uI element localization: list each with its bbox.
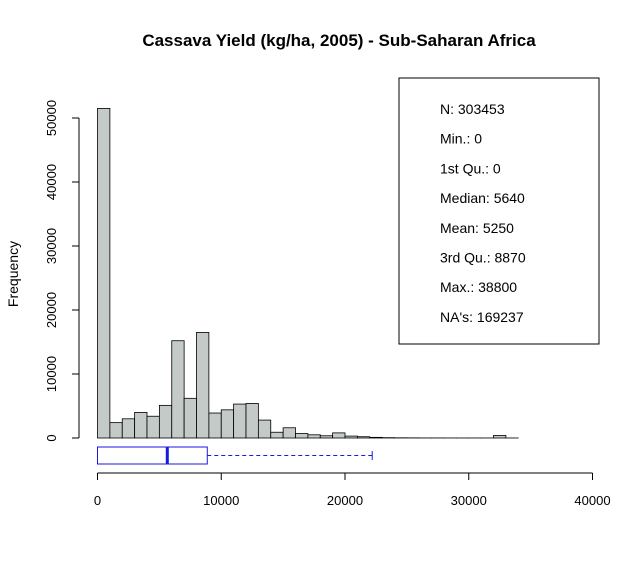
stats-value: 0 <box>493 160 501 176</box>
x-tick-label: 30000 <box>451 493 487 508</box>
histogram-bar <box>158 404 173 439</box>
histogram-bars <box>97 108 519 439</box>
stats-value: 38800 <box>478 279 517 295</box>
y-axis: 0 10000 20000 30000 40000 50000 <box>44 100 80 442</box>
histogram-bar <box>134 411 148 439</box>
x-tick-label: 40000 <box>574 493 610 508</box>
histogram-bar <box>183 397 197 439</box>
stats-label: N: <box>440 101 458 117</box>
stats-value: 5250 <box>483 220 514 236</box>
stats-label: Mean: <box>440 220 483 236</box>
boxplot <box>97 446 373 465</box>
stats-row: 1st Qu.: 0 <box>440 160 501 176</box>
y-tick-label: 0 <box>44 434 59 441</box>
stats-label: Max.: <box>440 279 478 295</box>
x-axis: 0 10000 20000 30000 40000 <box>94 472 611 508</box>
histogram-bar <box>171 340 185 439</box>
y-tick-label: 40000 <box>44 164 59 200</box>
histogram-bar <box>369 436 383 439</box>
histogram-bar <box>344 435 358 439</box>
histogram-bar <box>196 331 210 439</box>
histogram-bar <box>270 431 284 439</box>
histogram-bar <box>109 422 123 439</box>
y-tick-label: 10000 <box>44 356 59 392</box>
stats-value: 169237 <box>477 309 524 325</box>
stats-value: 303453 <box>458 101 505 117</box>
stats-row: Mean: 5250 <box>440 220 514 236</box>
histogram-bar <box>356 436 371 439</box>
stats-label: 3rd Qu.: <box>440 250 494 266</box>
stats-label: 1st Qu.: <box>440 160 493 176</box>
x-tick-label: 10000 <box>203 493 239 508</box>
stats-value: 5640 <box>494 190 525 206</box>
y-tick-label: 50000 <box>44 100 59 136</box>
stats-row: N: 303453 <box>440 101 505 117</box>
stats-row: Min.: 0 <box>440 131 482 147</box>
histogram-bar <box>295 433 309 439</box>
y-tick-label: 20000 <box>44 292 59 328</box>
stats-legend-box <box>398 77 600 345</box>
histogram-bar <box>233 403 247 439</box>
stats-value: 0 <box>474 131 482 147</box>
histogram-bar <box>282 427 296 439</box>
stats-row: 3rd Qu.: 8870 <box>440 250 526 266</box>
stats-value: 8870 <box>494 250 525 266</box>
histogram-bar <box>245 403 259 439</box>
stats-row: Max.: 38800 <box>440 279 517 295</box>
stats-row: NA's: 169237 <box>440 309 524 325</box>
stats-label: Min.: <box>440 131 474 147</box>
histogram-bar <box>257 419 272 439</box>
boxplot-box <box>97 446 208 465</box>
y-tick-label: 30000 <box>44 228 59 264</box>
y-axis-label: Frequency <box>5 241 21 307</box>
stats-label: Median: <box>440 190 494 206</box>
histogram-bar <box>493 435 507 439</box>
histogram-bar <box>208 412 222 439</box>
histogram-bar <box>146 415 160 439</box>
chart-title: Cassava Yield (kg/ha, 2005) - Sub-Sahara… <box>142 31 536 50</box>
histogram-bar <box>97 108 111 439</box>
histogram-bar <box>332 432 346 439</box>
stats-row: Median: 5640 <box>440 190 525 206</box>
stats-label: NA's: <box>440 309 477 325</box>
histogram-bar <box>220 409 235 439</box>
x-tick-label: 20000 <box>327 493 363 508</box>
histogram-bar <box>307 434 321 439</box>
histogram-bar <box>319 435 334 439</box>
histogram-bar <box>121 418 136 439</box>
x-tick-label: 0 <box>94 493 101 508</box>
